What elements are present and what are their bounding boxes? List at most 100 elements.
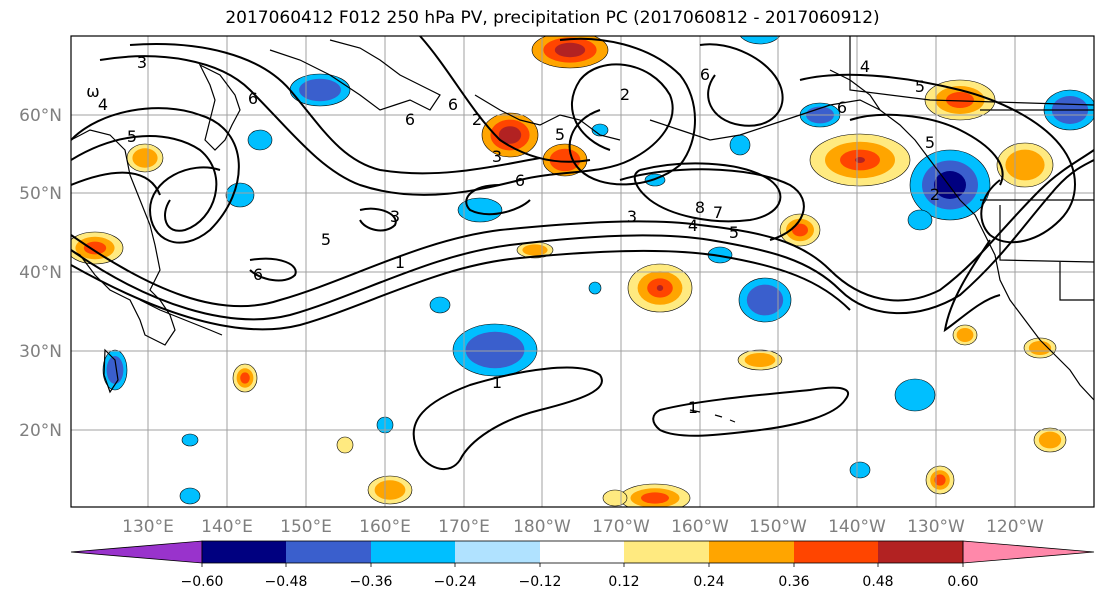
contour-label: 3: [627, 207, 637, 226]
contour-label: 2: [472, 110, 482, 129]
precip-shading: [792, 223, 808, 237]
precip-shading: [894, 378, 936, 412]
contour-label: 5: [321, 230, 331, 249]
precip-shading: [591, 123, 609, 137]
precip-shading: [849, 461, 871, 479]
precip-shading: [656, 285, 664, 291]
lon-label: 150°E: [280, 517, 332, 537]
colorbar-segment: [624, 541, 709, 563]
contour-label: 8: [695, 198, 705, 217]
precip-shading: [457, 197, 503, 223]
contour-label: 6: [248, 89, 258, 108]
colorbar-outline: [201, 540, 964, 564]
colorbar-segment: [709, 541, 794, 563]
contour-label: 4: [860, 57, 870, 76]
contour-label: 6: [253, 265, 263, 284]
map-frame: [70, 35, 1095, 508]
precip-shading: [946, 92, 974, 108]
contour-label: 3: [390, 207, 400, 226]
contour-label: 2: [930, 185, 940, 204]
precip-shading: [240, 372, 250, 384]
colorbar-segment: [878, 541, 963, 563]
contour-label: 5: [555, 125, 565, 144]
contour-label: 5: [127, 127, 137, 146]
colorbar-segment: [962, 540, 1095, 564]
lat-label: 60°N: [19, 106, 62, 126]
precip-shading: [1038, 431, 1062, 449]
precip-shading: [739, 36, 781, 45]
contour-label: 6: [700, 65, 710, 84]
map-title: 2017060412 F012 250 hPa PV, precipitatio…: [225, 8, 880, 28]
colorbar-segment: [540, 541, 624, 563]
contour-label: 6: [837, 98, 847, 117]
colorbar-label: −0.12: [519, 574, 562, 590]
lat-label: 20°N: [19, 421, 62, 441]
contour-label: 1: [492, 373, 502, 392]
contour-label: 5: [729, 223, 739, 242]
contour-label: 5: [925, 133, 935, 152]
contour-label: 3: [137, 53, 147, 72]
precip-shading: [106, 356, 124, 384]
precip-shading: [641, 492, 669, 504]
precip-shading: [588, 281, 602, 295]
precip-shading: [522, 244, 548, 256]
contour-label: 6: [448, 95, 458, 114]
lon-label: 160°E: [359, 517, 411, 537]
contour-label: 6: [405, 110, 415, 129]
contour-label: 1: [395, 253, 405, 272]
precip-shading: [744, 353, 776, 367]
lon-label: 170°E: [438, 517, 490, 537]
precip-shading: [907, 209, 933, 231]
lon-label: 170°W: [592, 517, 650, 537]
precip-shading: [336, 436, 354, 454]
contour-label: 4: [98, 95, 108, 114]
contour-label: ω: [86, 82, 99, 101]
lon-label: 150°W: [749, 517, 807, 537]
lon-label: 130°W: [907, 517, 965, 537]
colorbar-label: 0.36: [778, 574, 809, 590]
contour-label: 2: [620, 85, 630, 104]
lon-label: 160°W: [671, 517, 729, 537]
precip-shading: [247, 129, 273, 151]
lon-label: 140°W: [828, 517, 886, 537]
contour-label: 7: [713, 203, 723, 222]
precip-shading: [179, 487, 201, 505]
precip-shading: [429, 296, 451, 314]
colorbar-label: 0.12: [608, 574, 639, 590]
precip-shading: [374, 480, 406, 500]
precip-shading: [465, 331, 525, 369]
precip-shading: [934, 171, 966, 199]
colorbar-label: 0.24: [693, 574, 724, 590]
precip-shading: [554, 42, 586, 58]
contour-label: 3: [492, 147, 502, 166]
lat-label: 40°N: [19, 263, 62, 283]
precip-shading: [225, 182, 255, 208]
lat-label: 50°N: [19, 184, 62, 204]
colorbar-label: −0.36: [350, 574, 393, 590]
colorbar-segment: [286, 541, 371, 563]
precip-shading: [729, 134, 751, 156]
contour-label: 6: [515, 171, 525, 190]
lat-label: 30°N: [19, 342, 62, 362]
colorbar-label: −0.60: [181, 574, 224, 590]
colorbar-label: 0.60: [947, 574, 978, 590]
precip-shading: [956, 328, 974, 342]
colorbar-segment: [455, 541, 540, 563]
lon-label: 120°W: [986, 517, 1044, 537]
contour-label: 5: [915, 77, 925, 96]
precip-shading: [1005, 149, 1045, 181]
precip-shading: [181, 433, 199, 447]
precip-shading: [934, 474, 946, 486]
precip-shading: [498, 126, 522, 144]
colorbar-segment: [70, 540, 203, 564]
colorbar: [70, 540, 1095, 564]
pv-contours: [71, 36, 1094, 470]
precip-shading: [746, 284, 784, 316]
colorbar-label: −0.24: [434, 574, 477, 590]
lon-label: 180°W: [513, 517, 571, 537]
lon-label: 140°E: [201, 517, 253, 537]
contour-label: 4: [688, 216, 698, 235]
colorbar-segment: [202, 541, 286, 563]
contour-label: 1: [688, 398, 698, 417]
